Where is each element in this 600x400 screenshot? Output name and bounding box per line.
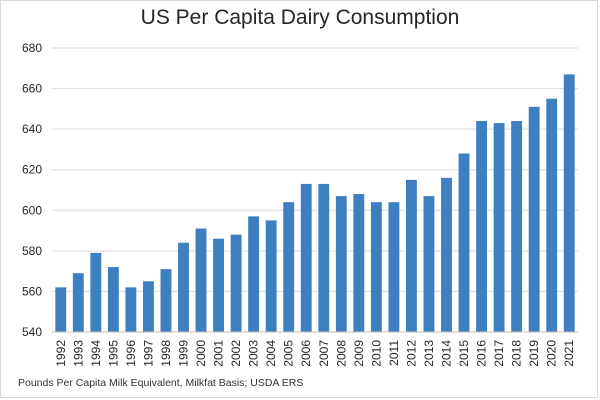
x-tick-label: 1999	[177, 340, 191, 367]
bar-2015	[458, 153, 470, 332]
chart-title: US Per Capita Dairy Consumption	[140, 6, 460, 29]
bar-1993	[72, 273, 84, 332]
bar-2008	[335, 196, 347, 332]
bar-2013	[423, 196, 435, 332]
x-tick-label: 2020	[545, 340, 559, 367]
x-tick-label: 2013	[422, 340, 436, 367]
bars	[55, 74, 575, 333]
x-tick-label: 2011	[387, 340, 401, 366]
x-tick-label: 2008	[334, 340, 348, 367]
bar-2006	[300, 183, 312, 332]
x-tick-label: 1993	[71, 340, 85, 367]
bar-1999	[178, 242, 189, 332]
bar-2000	[195, 228, 207, 332]
x-tick-label: 2010	[369, 340, 383, 367]
x-tick-label: 1995	[106, 340, 120, 367]
bar-1997	[142, 281, 154, 332]
x-tick-label: 1992	[54, 340, 68, 367]
x-tick-label: 2003	[247, 340, 261, 367]
x-tick-label: 2004	[264, 340, 278, 367]
x-tick-label: 2014	[440, 340, 454, 367]
gridlines	[52, 47, 578, 292]
x-tick-label: 2016	[475, 340, 489, 367]
bar-2007	[318, 183, 330, 332]
x-tick-label: 2005	[282, 340, 296, 367]
x-tick-label: 2018	[510, 340, 524, 367]
y-tick-label: 640	[22, 122, 42, 136]
bar-2001	[213, 238, 225, 332]
x-tick-label: 2006	[299, 340, 313, 367]
y-tick-label: 680	[22, 41, 42, 55]
y-tick-label: 620	[22, 163, 42, 177]
y-tick-label: 660	[22, 82, 42, 96]
x-tick-label: 2015	[457, 340, 471, 367]
x-tick-label: 2001	[212, 340, 226, 367]
x-tick-label: 1994	[89, 340, 103, 367]
bar-1996	[125, 287, 137, 332]
bar-1995	[107, 267, 119, 332]
source-note: Pounds Per Capita Milk Equivalent, Milkf…	[18, 377, 304, 389]
bar-1994	[90, 252, 102, 332]
y-tick-label: 560	[22, 284, 42, 298]
bar-2012	[405, 179, 417, 332]
bar-2020	[546, 98, 558, 332]
bar-2005	[283, 202, 295, 332]
y-axis-ticks: 540 560 580 600 620 640 660 680	[22, 41, 42, 339]
x-tick-label: 2000	[194, 340, 208, 367]
y-tick-label: 600	[22, 203, 42, 217]
bar-1992	[55, 287, 67, 332]
x-tick-label: 2019	[527, 340, 541, 367]
bar-2017	[493, 123, 505, 332]
bar-2004	[265, 220, 277, 332]
bar-2016	[476, 121, 488, 333]
bar-2019	[528, 106, 540, 332]
y-tick-label: 540	[22, 325, 42, 339]
bar-2011	[388, 202, 400, 332]
bar-2021	[563, 74, 575, 332]
x-tick-label: 2017	[492, 340, 506, 367]
bar-2014	[441, 177, 452, 332]
x-tick-label: 1997	[141, 340, 155, 367]
y-tick-label: 580	[22, 244, 42, 258]
x-tick-label: 1996	[124, 340, 138, 367]
bar-2010	[370, 202, 382, 332]
x-axis-ticks: 1992 1993 1994 1995 1996 1997 1998 1999 2000 2001…	[54, 340, 576, 367]
bar-2009	[353, 194, 365, 332]
bar-2018	[511, 121, 523, 333]
x-tick-label: 2002	[229, 340, 243, 367]
x-tick-label: 2012	[404, 340, 418, 367]
x-tick-label: 2021	[562, 340, 576, 367]
bar-1998	[160, 269, 172, 332]
x-tick-label: 2009	[352, 340, 366, 367]
bar-2002	[230, 234, 242, 332]
x-tick-label: 2007	[317, 340, 331, 367]
x-tick-label: 1998	[159, 340, 173, 367]
bar-2003	[248, 216, 260, 332]
